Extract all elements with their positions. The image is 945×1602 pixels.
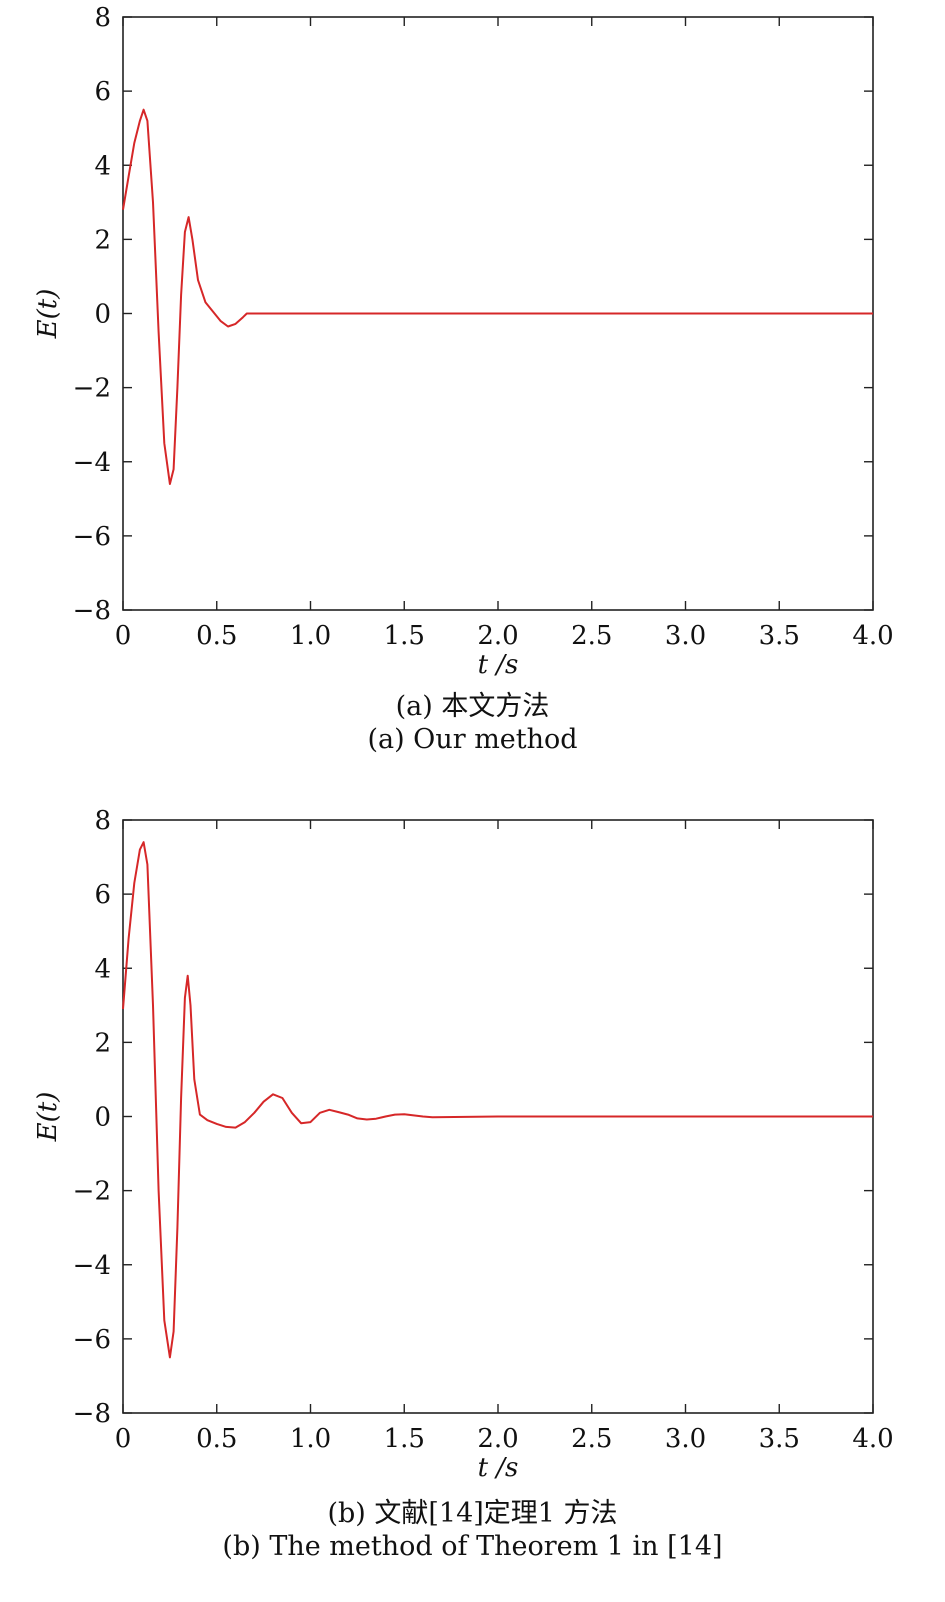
chart-b-ytick-label: −6 — [73, 1325, 111, 1355]
chart-b-xtick-label: 3.0 — [665, 1424, 706, 1454]
chart-a-caption-cn: (a) 本文方法 — [395, 691, 550, 722]
chart-a-ytick-label: −8 — [73, 596, 111, 626]
chart-b-ytick-label: 4 — [94, 954, 111, 984]
chart-b-series-line — [122, 841, 873, 1359]
chart-b-ytick-label: 2 — [94, 1028, 111, 1058]
chart-b-xtick-label: 0.5 — [196, 1424, 237, 1454]
chart-b-xlabel: t /s — [478, 1453, 519, 1483]
chart-a-ytick-label: 2 — [94, 225, 111, 255]
chart-a-xtick-label: 0 — [115, 621, 132, 651]
chart-a-xtick-label: 3.5 — [759, 621, 800, 651]
chart-b-ylabel: E(t) — [33, 1092, 63, 1143]
chart-a-xtick-label: 1.5 — [384, 621, 425, 651]
chart-b-caption-cn: (b) 文献[14]定理1 方法 — [327, 1498, 618, 1529]
chart-a-ytick-label: −2 — [73, 374, 111, 404]
chart-b-xtick-label: 2.5 — [571, 1424, 612, 1454]
chart-b-ytick-label: −8 — [73, 1399, 111, 1429]
chart-b-ytick-label: 0 — [94, 1103, 111, 1133]
chart-a-series-line — [122, 108, 873, 485]
chart-a-ytick-label: −4 — [73, 448, 111, 478]
chart-b-ytick-label: 6 — [94, 880, 111, 910]
chart-b-xtick-label: 1.0 — [290, 1424, 331, 1454]
chart-a-xtick-label: 2.0 — [477, 621, 518, 651]
chart-a-xtick-label: 1.0 — [290, 621, 331, 651]
chart-a-ytick-label: 8 — [94, 3, 111, 33]
chart-b-xtick-label: 2.0 — [477, 1424, 518, 1454]
chart-a-xlabel: t /s — [478, 650, 519, 680]
chart-a-xtick-label: 4.0 — [852, 621, 893, 651]
chart-a-ytick-label: 6 — [94, 77, 111, 107]
chart-a-xtick-label: 0.5 — [196, 621, 237, 651]
chart-b-caption-en: (b) The method of Theorem 1 in [14] — [222, 1531, 723, 1562]
chart-b-ytick-label: −2 — [73, 1177, 111, 1207]
chart-a-ytick-label: −6 — [73, 522, 111, 552]
chart-a-xtick-label: 3.0 — [665, 621, 706, 651]
chart-a-ytick-label: 0 — [94, 300, 111, 330]
chart-b-xtick-label: 1.5 — [384, 1424, 425, 1454]
chart-b-ytick-label: 8 — [94, 806, 111, 836]
chart-b-xtick-label: 4.0 — [852, 1424, 893, 1454]
chart-a-xtick-label: 2.5 — [571, 621, 612, 651]
chart-a-ylabel: E(t) — [33, 289, 63, 340]
chart-b-xtick-label: 3.5 — [759, 1424, 800, 1454]
chart-a-ytick-label: 4 — [94, 151, 111, 181]
chart-b-ytick-label: −4 — [73, 1251, 111, 1281]
chart-a-caption-en: (a) Our method — [367, 724, 578, 755]
chart-b-xtick-label: 0 — [115, 1424, 132, 1454]
